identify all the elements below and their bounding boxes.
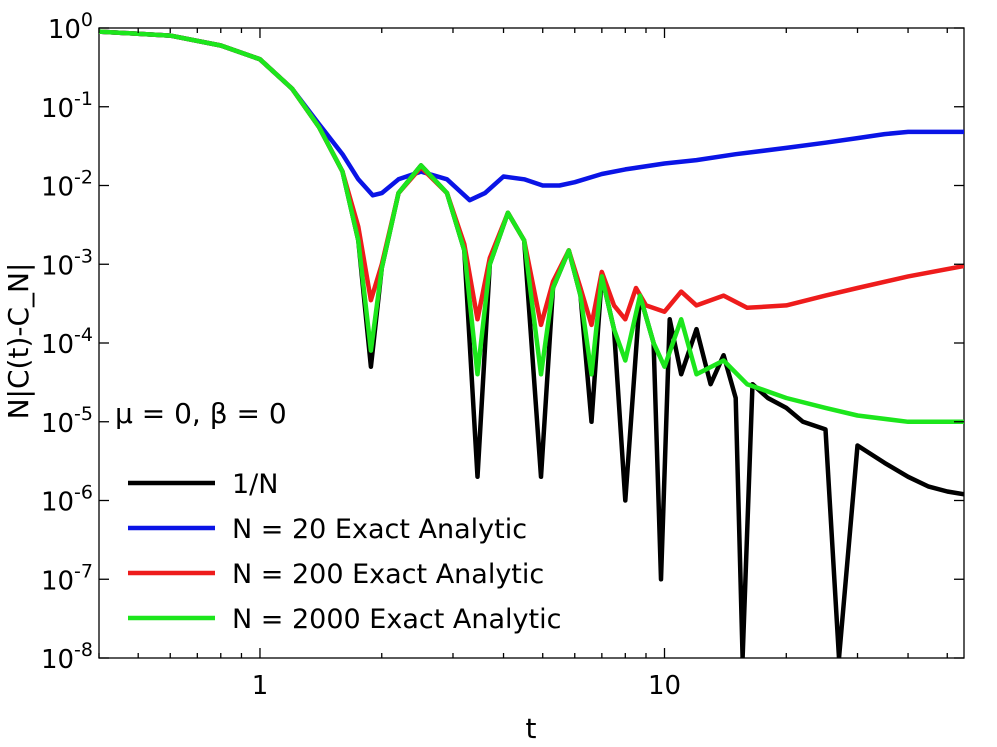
y-tick-label-base: 10 bbox=[41, 409, 74, 439]
y-tick-label-base: 10 bbox=[41, 94, 74, 124]
x-axis-label: t bbox=[526, 712, 537, 745]
y-tick-label: 10-2 bbox=[41, 167, 93, 203]
y-tick-label: 10-1 bbox=[41, 88, 93, 124]
annotation-parameters: μ = 0, β = 0 bbox=[115, 397, 287, 430]
y-tick-label-base: 10 bbox=[41, 330, 74, 360]
y-tick-label-base: 10 bbox=[41, 251, 74, 281]
y-tick-label-base: 10 bbox=[41, 488, 74, 518]
series-line-1 bbox=[99, 29, 964, 203]
y-tick-label-exponent: -8 bbox=[74, 639, 93, 661]
y-tick-label-base: 10 bbox=[41, 566, 74, 596]
y-tick-label: 10-5 bbox=[41, 403, 93, 439]
y-tick-label-exponent: -4 bbox=[74, 324, 93, 346]
y-tick-label-exponent: -3 bbox=[74, 245, 93, 267]
legend-label-0: 1/N bbox=[232, 469, 278, 500]
y-tick-label-exponent: -6 bbox=[74, 482, 93, 504]
legend-label-2: N = 200 Exact Analytic bbox=[232, 559, 544, 590]
y-axis-label: N|C(t)-C_N| bbox=[2, 263, 35, 420]
y-tick-label-exponent: 0 bbox=[81, 9, 93, 31]
y-tick-label-exponent: -2 bbox=[74, 167, 93, 189]
y-tick-label: 10-3 bbox=[41, 245, 93, 281]
y-tick-label: 10-7 bbox=[41, 560, 93, 596]
y-tick-label: 10-6 bbox=[41, 482, 93, 518]
y-tick-label: 10-8 bbox=[41, 639, 93, 675]
y-tick-label-exponent: -5 bbox=[74, 403, 93, 425]
y-tick-label-base: 10 bbox=[48, 15, 81, 45]
y-tick-label-exponent: -1 bbox=[74, 88, 93, 110]
series-line-3 bbox=[99, 29, 964, 425]
y-tick-label-exponent: -7 bbox=[74, 560, 93, 582]
y-tick-label-base: 10 bbox=[41, 173, 74, 203]
legend-label-1: N = 20 Exact Analytic bbox=[232, 514, 527, 545]
x-tick-label: 1 bbox=[252, 671, 269, 701]
legend: 1/N N = 20 Exact Analytic N = 200 Exact An… bbox=[128, 469, 561, 635]
y-tick-label-base: 10 bbox=[41, 645, 74, 675]
legend-label-3: N = 2000 Exact Analytic bbox=[232, 604, 561, 635]
y-tick-label: 10-4 bbox=[41, 324, 93, 360]
series-layer bbox=[99, 29, 964, 658]
y-tick-label: 100 bbox=[48, 9, 93, 45]
x-tick-label: 10 bbox=[648, 671, 681, 701]
